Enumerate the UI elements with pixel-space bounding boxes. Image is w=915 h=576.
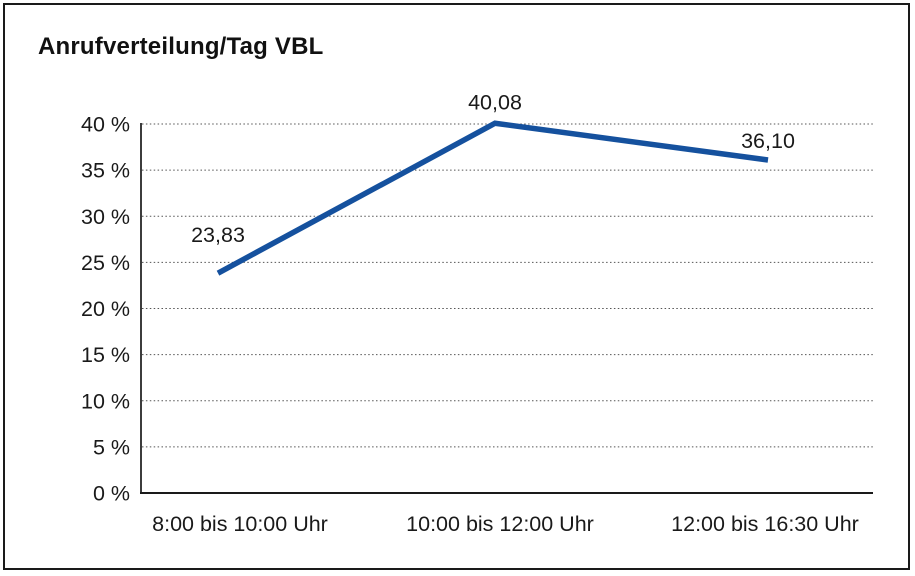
y-axis-tick-label: 40 %	[81, 113, 130, 137]
chart-frame	[3, 3, 910, 570]
x-axis-category-label: 12:00 bis 16:30 Uhr	[671, 512, 859, 536]
data-point-label: 36,10	[741, 129, 795, 153]
x-axis-category-label: 10:00 bis 12:00 Uhr	[406, 512, 594, 536]
chart-title: Anrufverteilung/Tag VBL	[38, 33, 324, 60]
y-axis-tick-label: 0 %	[93, 482, 130, 506]
data-point-label: 40,08	[468, 90, 522, 114]
y-axis-tick-label: 35 %	[81, 159, 130, 183]
series-line	[216, 120, 769, 276]
y-axis-tick-label: 10 %	[81, 389, 130, 413]
x-axis-category-label: 8:00 bis 10:00 Uhr	[152, 512, 328, 536]
y-axis-tick-label: 15 %	[81, 343, 130, 367]
y-axis-tick-label: 30 %	[81, 205, 130, 229]
data-point-label: 23,83	[191, 223, 245, 247]
y-axis-tick-label: 25 %	[81, 251, 130, 275]
y-axis-tick-label: 20 %	[81, 297, 130, 321]
y-axis-tick-label: 5 %	[93, 435, 130, 459]
